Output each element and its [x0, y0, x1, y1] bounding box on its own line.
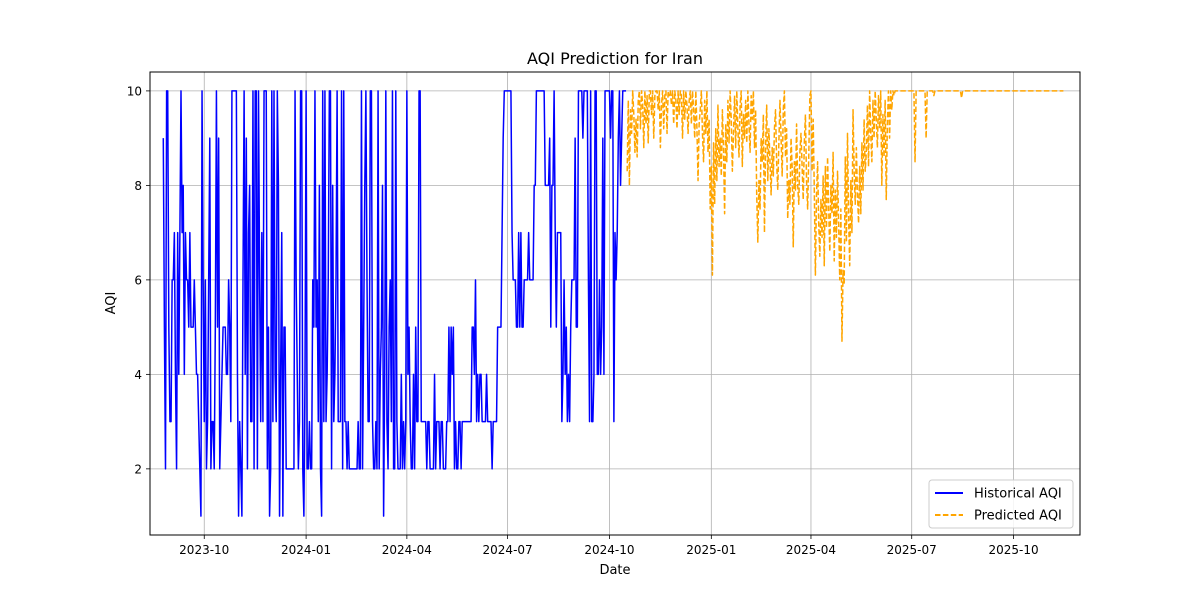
legend-label-predicted: Predicted AQI — [974, 509, 1062, 524]
legend-label-historical: Historical AQI — [974, 487, 1062, 502]
x-tick-label: 2024-01 — [281, 543, 331, 557]
y-tick-label: 4 — [134, 368, 142, 382]
plot-frame — [149, 71, 1081, 536]
x-axis-title: Date — [599, 563, 630, 578]
legend-box — [928, 479, 1074, 529]
legend: Historical AQI Predicted AQI — [928, 479, 1074, 529]
x-tick-label: 2025-01 — [686, 543, 736, 557]
y-tick-label: 2 — [134, 462, 142, 476]
x-tick-label: 2025-07 — [887, 543, 937, 557]
series-line-predicted — [626, 90, 1064, 343]
y-tick-label: 8 — [134, 179, 142, 193]
x-tick-label: 2024-10 — [584, 543, 634, 557]
y-axis-title: AQI — [104, 292, 119, 315]
x-tick-label: 2024-04 — [382, 543, 432, 557]
y-tick-label: 10 — [127, 84, 142, 98]
x-tick-label: 2025-10 — [989, 543, 1039, 557]
chart-title: AQI Prediction for Iran — [527, 49, 703, 68]
y-tick-label: 6 — [134, 273, 142, 287]
x-tick-label: 2025-04 — [786, 543, 836, 557]
series-line-historical — [162, 90, 627, 517]
x-tick-label: 2023-10 — [179, 543, 229, 557]
x-tick-label: 2024-07 — [483, 543, 533, 557]
tick-layer: 2023-10 2024-01 2024-04 2024-07 2024-10 2025-… — [127, 84, 1039, 557]
series-layer — [162, 90, 1064, 517]
